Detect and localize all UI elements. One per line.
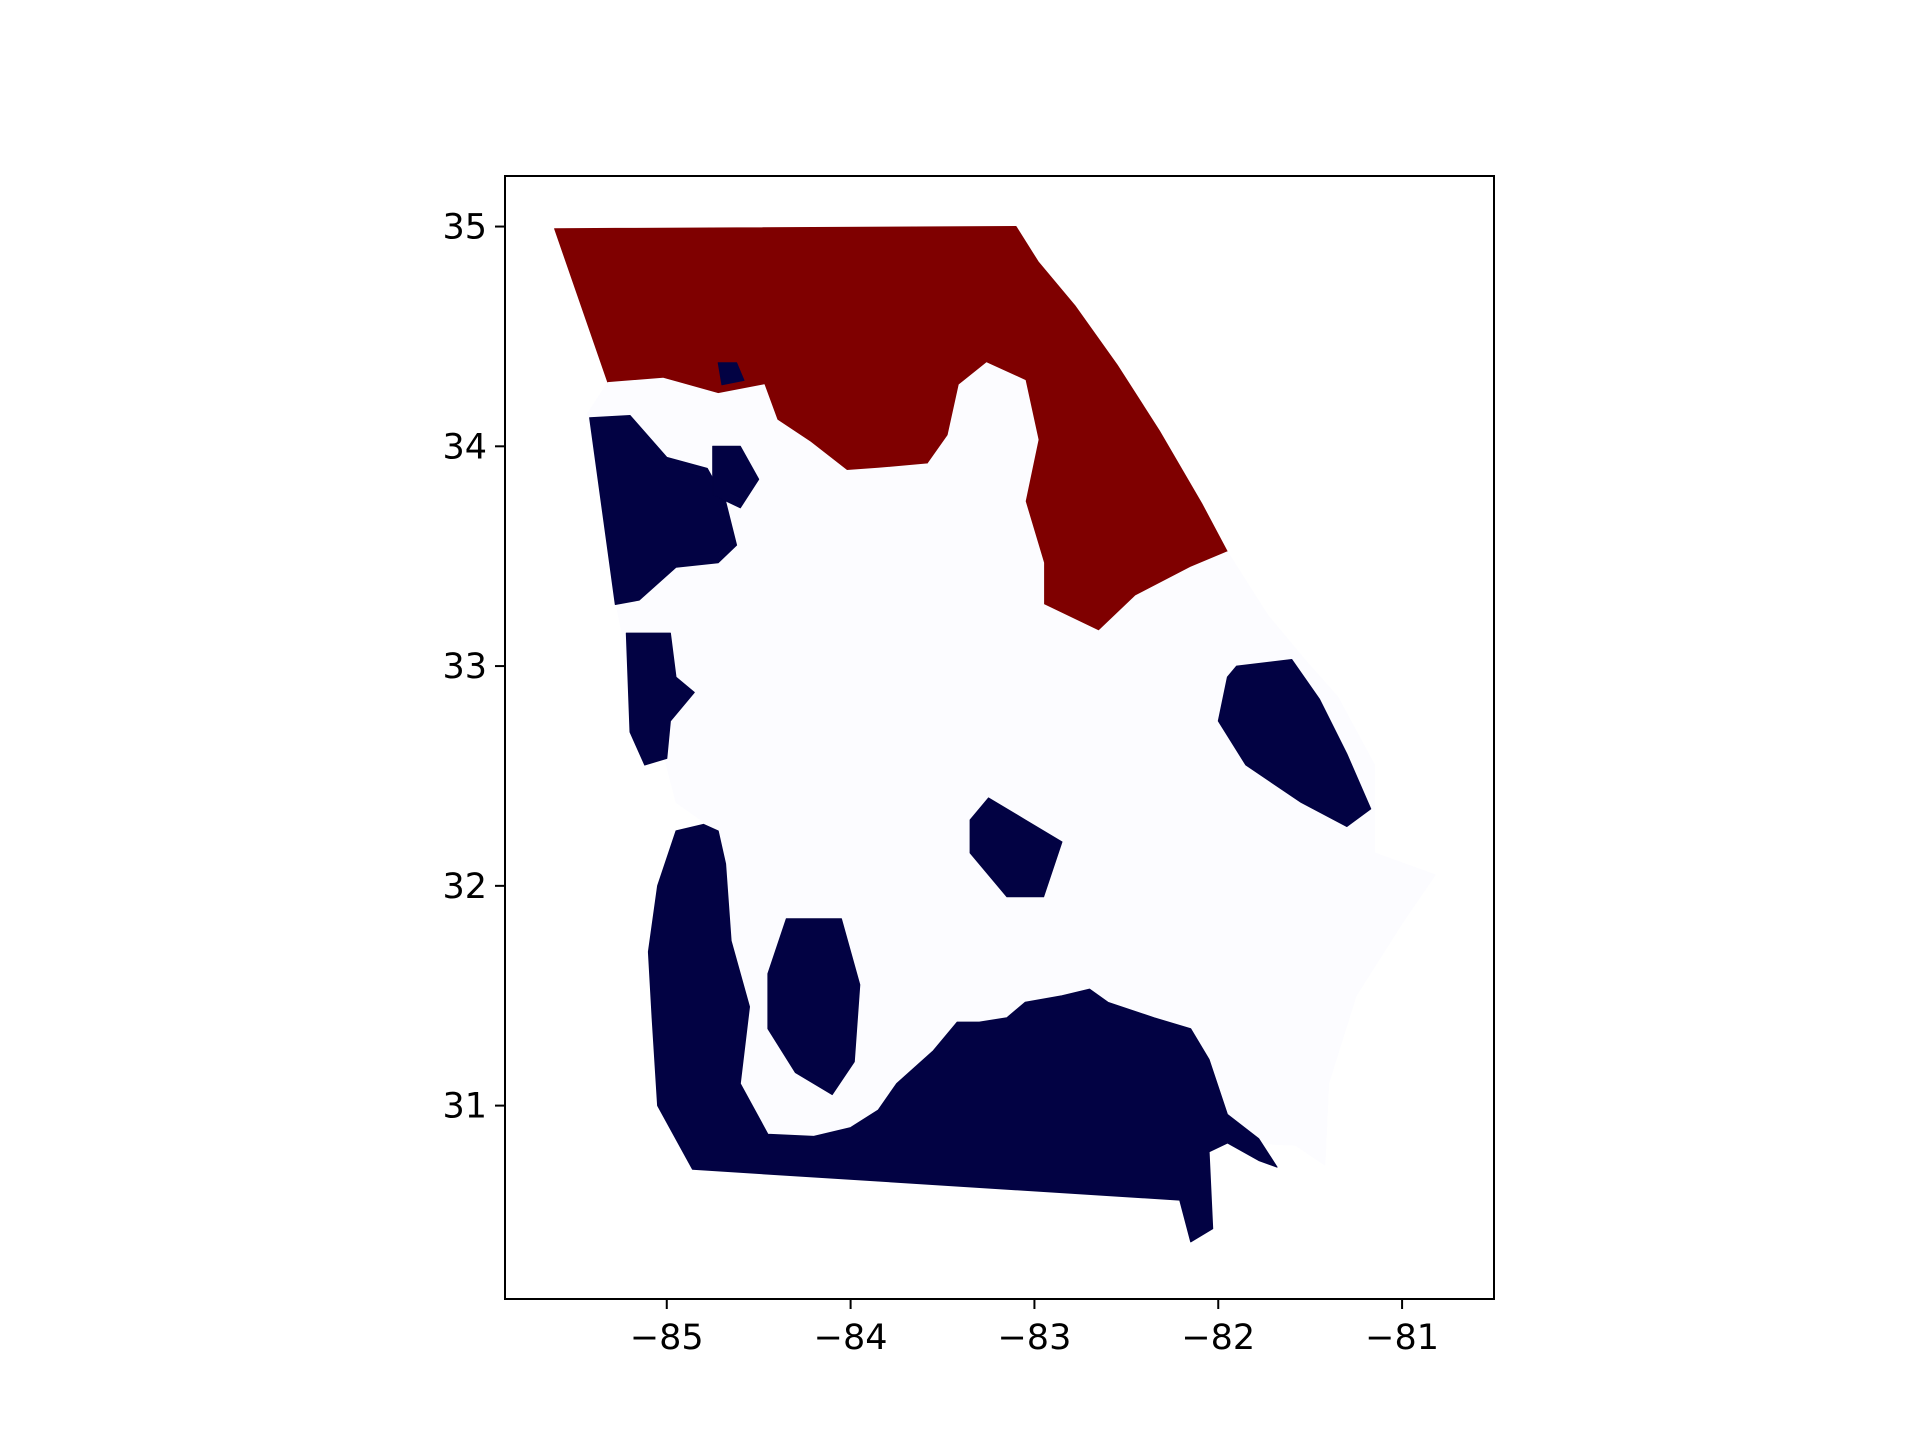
region-north-small-pocket — [717, 362, 745, 386]
y-tick-label: 31 — [442, 1087, 487, 1127]
x-axis: −85 −84 −83 −82 −81 — [630, 1299, 1439, 1358]
region-south-central-block — [767, 918, 861, 1096]
y-tick-label: 32 — [442, 867, 487, 907]
x-tick-label: −85 — [630, 1318, 704, 1358]
region-west-border-cluster — [625, 632, 695, 766]
x-tick-label: −83 — [997, 1318, 1071, 1358]
region-south-west-district — [647, 823, 1278, 1243]
region-metro-west-pocket — [712, 445, 760, 509]
y-tick-label: 34 — [442, 427, 487, 467]
region-east-cluster — [1217, 659, 1372, 827]
axes-frame — [504, 175, 1495, 1300]
x-tick-label: −84 — [814, 1318, 888, 1358]
region-central-diagonal-block — [969, 797, 1063, 898]
region-west-central-cluster — [589, 415, 738, 605]
x-tick-label: −81 — [1365, 1318, 1439, 1358]
y-axis: 31 32 33 34 35 — [442, 208, 505, 1127]
plot-area — [554, 226, 1436, 1243]
y-tick-label: 33 — [442, 647, 487, 687]
x-tick-label: −82 — [1181, 1318, 1255, 1358]
y-tick-label: 35 — [442, 208, 487, 248]
